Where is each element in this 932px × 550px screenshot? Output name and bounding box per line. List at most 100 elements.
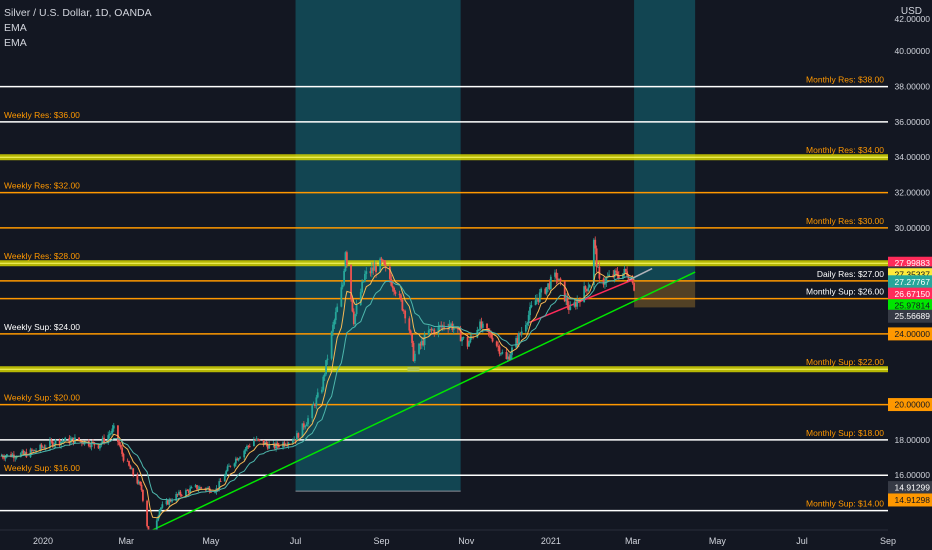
candle <box>176 493 179 497</box>
level-32: Weekly Res: $32.00 <box>0 181 888 194</box>
candle-body <box>21 450 24 454</box>
candle-body <box>229 465 232 467</box>
candle <box>468 340 470 347</box>
candle-body <box>584 286 587 290</box>
candle <box>315 394 318 410</box>
candle-body <box>404 310 407 319</box>
candle <box>229 465 232 468</box>
candle-body <box>526 323 529 325</box>
candle <box>111 424 114 435</box>
candle <box>237 457 240 462</box>
candle-body <box>78 437 80 441</box>
level-22: Monthly Sup: $22.00 <box>0 357 888 373</box>
candle-body <box>40 444 43 448</box>
price-badge-text: 14.91299 <box>895 483 931 493</box>
candle-body <box>58 439 61 446</box>
candle <box>516 333 519 348</box>
ema-indicator-1[interactable]: EMA <box>4 22 27 34</box>
candle-body <box>333 320 336 325</box>
candle-body <box>71 437 74 440</box>
candle-body <box>452 328 455 330</box>
level-34: Monthly Res: $34.00 <box>0 145 888 161</box>
candle-body <box>365 271 368 275</box>
candle <box>311 404 314 422</box>
candle-body <box>61 441 64 443</box>
candle-body <box>200 487 203 489</box>
candle-body <box>179 491 182 496</box>
candle-body <box>613 270 616 277</box>
candle-body <box>501 351 504 354</box>
candle-body <box>244 448 247 451</box>
candle-body <box>567 305 570 310</box>
candle-body <box>128 461 130 466</box>
candle <box>248 443 251 448</box>
price-tick: 36.00000 <box>895 117 931 127</box>
candle-body <box>495 341 498 346</box>
candle <box>273 442 276 450</box>
candle <box>110 430 112 437</box>
candle-body <box>373 265 376 271</box>
price-tick: 40.00000 <box>895 46 931 56</box>
time-tick: Sep <box>374 536 390 546</box>
candle-body <box>136 474 139 484</box>
candle-body <box>165 500 168 505</box>
ema-indicator-2[interactable]: EMA <box>4 37 27 49</box>
candle-body <box>253 440 255 447</box>
candle-body <box>301 423 304 438</box>
candle-body <box>268 443 271 449</box>
candle-body <box>248 445 251 447</box>
candle <box>370 262 373 278</box>
price-tick: 34.00000 <box>895 152 931 162</box>
candle-body <box>312 404 315 406</box>
candle <box>166 499 169 506</box>
candle <box>565 293 567 305</box>
candle-body <box>597 266 599 268</box>
candle <box>456 328 459 333</box>
candle <box>536 294 538 304</box>
candle-body <box>343 270 345 285</box>
candle-body <box>207 487 210 489</box>
candle <box>530 301 533 309</box>
level-label: Monthly Sup: $18.00 <box>806 428 884 438</box>
candle-body <box>351 297 354 312</box>
candle <box>233 462 236 469</box>
candle <box>258 439 261 442</box>
candle <box>540 287 543 298</box>
candle <box>398 290 401 299</box>
candle-body <box>359 292 362 306</box>
candle <box>304 425 307 430</box>
candle <box>379 256 382 273</box>
candle-body <box>375 265 377 273</box>
candle-body <box>576 300 579 307</box>
candle-body <box>255 438 258 441</box>
candle-body <box>122 453 125 461</box>
candle <box>246 444 248 452</box>
price-badge: 25.56689 <box>888 309 932 323</box>
symbol-title[interactable]: Silver / U.S. Dollar, 1D, OANDA <box>4 7 152 19</box>
candle-body <box>429 328 432 331</box>
candle <box>254 438 257 442</box>
candle-body <box>15 456 18 458</box>
candle <box>42 445 44 449</box>
candle-body <box>554 272 556 277</box>
candle-body <box>402 310 405 312</box>
candle-body <box>243 450 246 458</box>
price-badge-text: 27.35337 <box>895 270 931 280</box>
candle <box>372 262 375 275</box>
candle-body <box>469 336 472 343</box>
candle <box>573 298 576 308</box>
candle-body <box>583 286 586 303</box>
candle-body <box>140 484 143 490</box>
candle-body <box>592 239 595 285</box>
candle <box>537 299 540 306</box>
candle-body <box>194 485 197 488</box>
candle <box>576 295 579 310</box>
candle <box>118 439 121 447</box>
candle-body <box>413 353 416 362</box>
candle <box>243 449 246 461</box>
candle <box>529 302 531 320</box>
level-28: Weekly Res: $28.00 <box>0 251 888 267</box>
candle-body <box>398 293 401 296</box>
candle-body <box>608 274 611 277</box>
